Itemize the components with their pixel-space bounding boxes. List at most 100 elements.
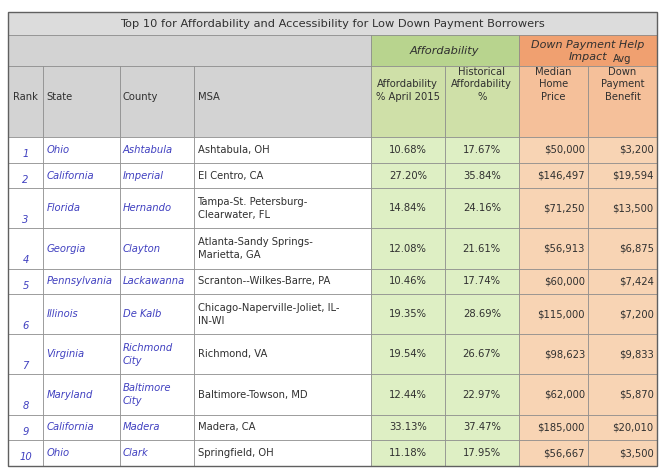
Bar	[371, 375, 445, 415]
Text: Ashtabula: Ashtabula	[123, 145, 173, 155]
Bar	[120, 163, 194, 188]
Text: Springfield, OH: Springfield, OH	[198, 448, 273, 458]
Bar	[43, 294, 120, 335]
Text: 5: 5	[23, 281, 29, 290]
Text: Atlanta-Sandy Springs-
Marietta, GA: Atlanta-Sandy Springs- Marietta, GA	[198, 237, 313, 260]
Text: 27.20%: 27.20%	[389, 171, 427, 180]
Text: Clark: Clark	[123, 448, 149, 458]
Text: Florida: Florida	[47, 204, 80, 213]
Bar	[43, 66, 120, 137]
Bar	[589, 294, 657, 335]
Bar	[371, 335, 445, 375]
Text: 14.84%: 14.84%	[389, 204, 427, 213]
Bar	[43, 188, 120, 228]
Text: El Centro, CA: El Centro, CA	[198, 171, 263, 180]
Bar	[519, 137, 589, 163]
Bar	[120, 188, 194, 228]
Bar	[43, 268, 120, 294]
Bar	[371, 415, 445, 440]
Bar	[194, 268, 371, 294]
Text: Ashtabula, OH: Ashtabula, OH	[198, 145, 269, 155]
Bar	[519, 294, 589, 335]
Text: $19,594: $19,594	[612, 171, 654, 180]
Text: 7: 7	[23, 361, 29, 371]
Bar	[120, 66, 194, 137]
Bar	[371, 163, 445, 188]
Bar	[445, 163, 519, 188]
Bar	[445, 335, 519, 375]
Bar	[194, 188, 371, 228]
Text: $56,667: $56,667	[543, 448, 585, 458]
Bar	[371, 440, 445, 466]
Text: $71,250: $71,250	[543, 204, 585, 213]
Bar	[43, 163, 120, 188]
Bar	[43, 375, 120, 415]
Bar	[194, 440, 371, 466]
Bar	[589, 137, 657, 163]
Text: 8: 8	[23, 401, 29, 411]
Text: Madera: Madera	[123, 423, 160, 432]
Bar	[194, 294, 371, 335]
Bar	[8, 335, 43, 375]
Text: California: California	[47, 423, 94, 432]
Text: $50,000: $50,000	[544, 145, 585, 155]
Bar	[519, 415, 589, 440]
Bar	[194, 228, 371, 268]
Bar	[589, 335, 657, 375]
Text: 9: 9	[23, 427, 29, 437]
Bar	[445, 137, 519, 163]
Text: Chicago-Naperville-Joliet, IL-
IN-WI: Chicago-Naperville-Joliet, IL- IN-WI	[198, 303, 339, 326]
Text: 6: 6	[23, 321, 29, 331]
Bar	[371, 268, 445, 294]
Text: 12.44%: 12.44%	[389, 390, 427, 400]
Bar	[371, 35, 519, 66]
Text: 4: 4	[23, 255, 29, 265]
Text: 12.08%: 12.08%	[389, 243, 427, 253]
Text: $146,497: $146,497	[537, 171, 585, 180]
Bar	[120, 440, 194, 466]
Bar	[120, 228, 194, 268]
Bar	[445, 294, 519, 335]
Bar	[43, 415, 120, 440]
Bar	[519, 66, 589, 137]
Text: 10.46%: 10.46%	[389, 276, 427, 286]
Bar	[8, 188, 43, 228]
Bar	[519, 335, 589, 375]
Text: California: California	[47, 171, 94, 180]
Bar	[589, 268, 657, 294]
Bar	[589, 228, 657, 268]
Bar	[120, 137, 194, 163]
Text: $5,870: $5,870	[619, 390, 654, 400]
Text: Pennsylvania: Pennsylvania	[47, 276, 112, 286]
Bar	[519, 228, 589, 268]
Text: Historical
Affordability
%: Historical Affordability %	[452, 67, 512, 102]
Bar	[519, 375, 589, 415]
Text: 10: 10	[19, 453, 32, 462]
Bar	[8, 415, 43, 440]
Bar	[8, 268, 43, 294]
Bar	[8, 228, 43, 268]
Bar	[371, 228, 445, 268]
Text: 19.35%: 19.35%	[389, 309, 427, 320]
Text: 17.74%: 17.74%	[463, 276, 501, 286]
Text: Virginia: Virginia	[47, 350, 84, 360]
Bar	[589, 188, 657, 228]
Bar	[120, 268, 194, 294]
Text: Rank: Rank	[13, 92, 38, 102]
Text: Imperial: Imperial	[123, 171, 164, 180]
Text: Tampa-St. Petersburg-
Clearwater, FL: Tampa-St. Petersburg- Clearwater, FL	[198, 197, 308, 219]
Bar	[43, 228, 120, 268]
Text: Baltimore
City: Baltimore City	[123, 384, 172, 406]
Bar	[8, 163, 43, 188]
Text: $20,010: $20,010	[612, 423, 654, 432]
Text: $6,875: $6,875	[618, 243, 654, 253]
Bar	[519, 268, 589, 294]
Bar	[445, 375, 519, 415]
Text: 33.13%: 33.13%	[389, 423, 427, 432]
Text: $62,000: $62,000	[544, 390, 585, 400]
Bar	[519, 35, 657, 66]
Text: Affordability
% April 2015: Affordability % April 2015	[376, 79, 440, 102]
Bar	[445, 66, 519, 137]
Text: Ohio: Ohio	[47, 145, 69, 155]
Text: Baltimore-Towson, MD: Baltimore-Towson, MD	[198, 390, 307, 400]
